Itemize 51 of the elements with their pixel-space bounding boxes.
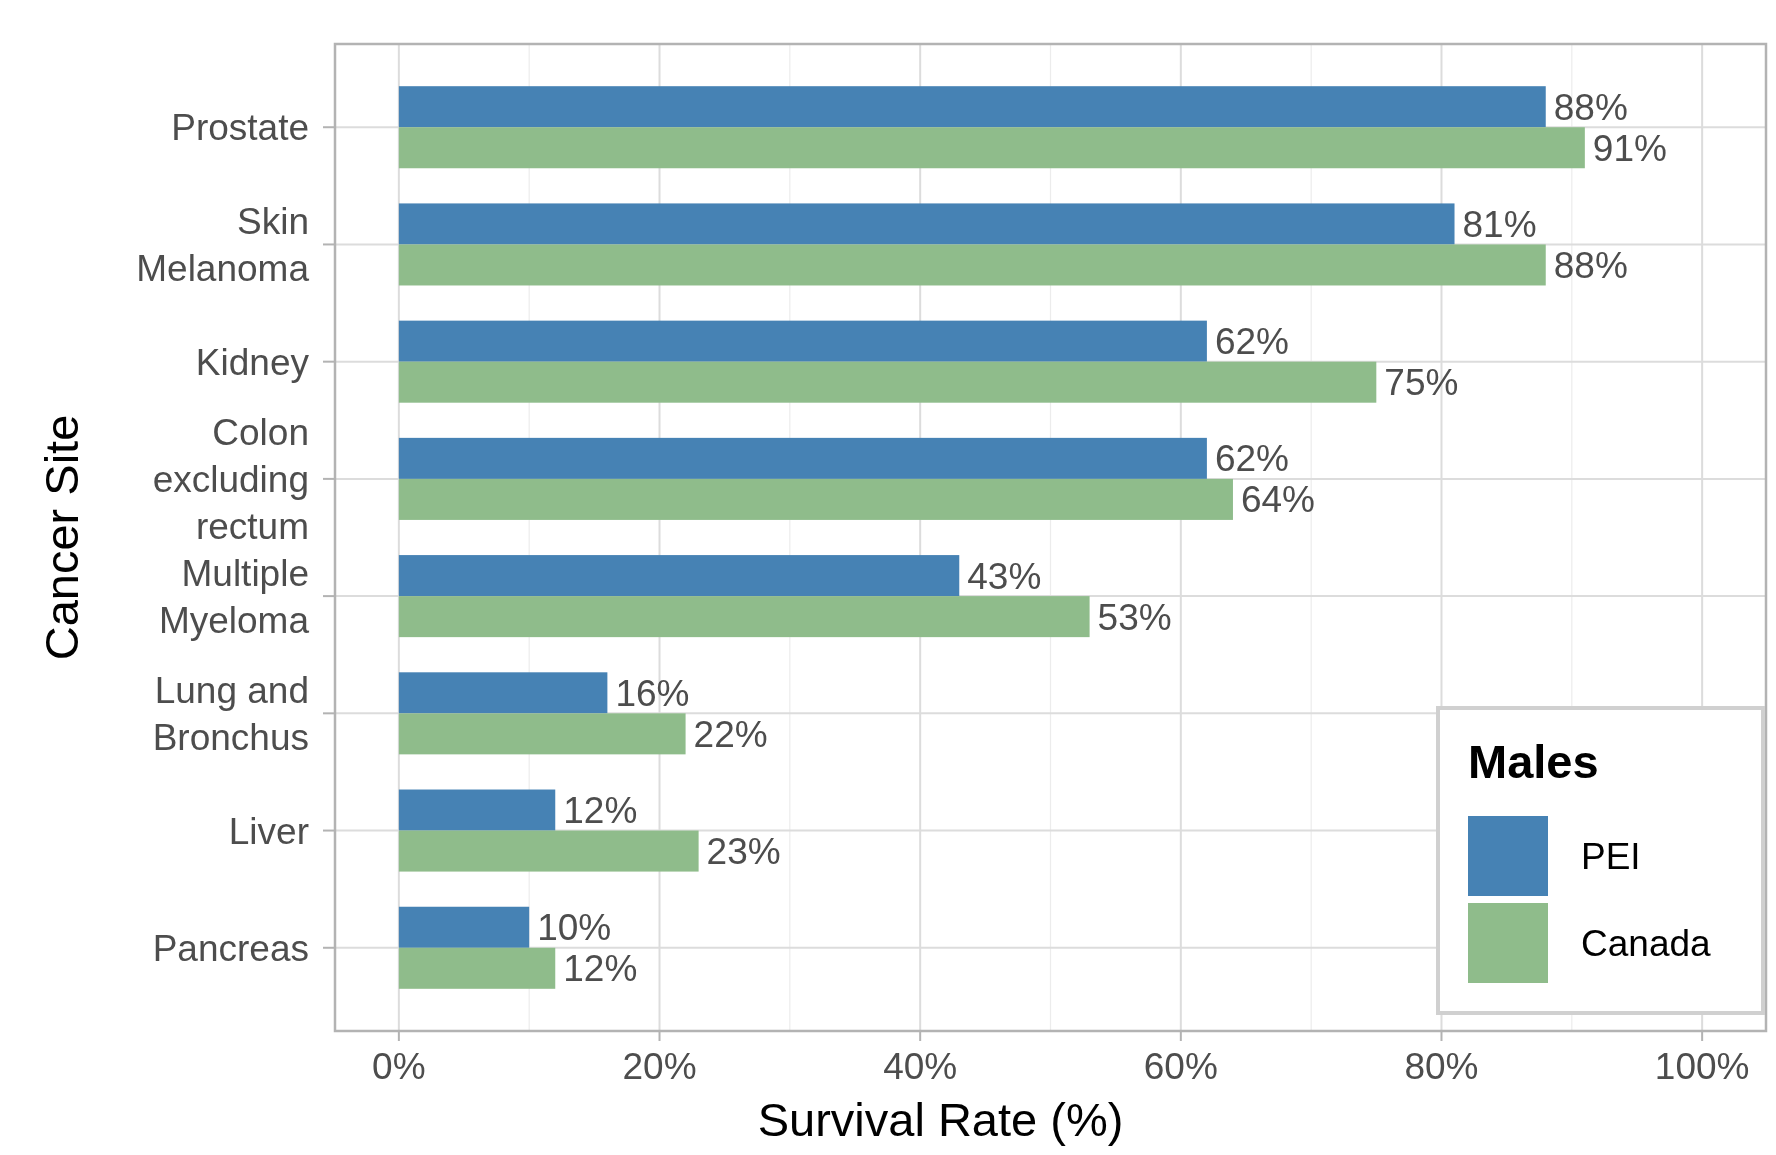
data-label: 88%	[1553, 86, 1628, 128]
bar	[398, 789, 556, 831]
legend-label: PEI	[1581, 835, 1641, 877]
data-label: 88%	[1553, 244, 1628, 286]
data-label: 10%	[537, 907, 612, 949]
x-tick-label: 80%	[1404, 1046, 1479, 1087]
data-label: 22%	[693, 713, 768, 755]
bar	[398, 672, 608, 714]
bar	[398, 320, 1207, 362]
y-tick-label: Skin Melanoma	[136, 200, 310, 289]
data-label: 53%	[1097, 596, 1172, 638]
bar	[398, 203, 1455, 245]
bar	[398, 361, 1377, 403]
bar	[398, 437, 1207, 479]
bar	[398, 947, 556, 989]
data-label: 64%	[1240, 479, 1316, 521]
y-axis-title: Cancer Site	[35, 414, 88, 661]
data-label: 23%	[706, 831, 781, 873]
data-label: 62%	[1214, 438, 1289, 480]
x-tick-label: 0%	[372, 1046, 426, 1087]
legend-label: Canada	[1581, 922, 1712, 964]
bar	[398, 244, 1546, 286]
bar	[398, 127, 1585, 169]
bar	[398, 596, 1090, 638]
data-label: 81%	[1462, 203, 1537, 245]
bar	[398, 478, 1233, 520]
y-tick-label: Kidney	[195, 341, 310, 383]
legend-title: Males	[1468, 735, 1599, 788]
data-label: 62%	[1214, 321, 1289, 363]
x-tick-label: 60%	[1143, 1046, 1218, 1087]
x-axis-title: Survival Rate (%)	[757, 1093, 1124, 1146]
data-label: 91%	[1592, 127, 1667, 169]
bar	[398, 906, 530, 948]
x-tick-label: 100%	[1654, 1046, 1750, 1087]
y-tick-label: Multiple Myeloma	[158, 552, 310, 641]
data-label: 75%	[1384, 362, 1459, 404]
bar	[398, 86, 1546, 128]
bar	[398, 713, 686, 755]
x-tick-label: 20%	[622, 1046, 697, 1087]
bar	[398, 830, 699, 872]
y-tick-label: Lung and Bronchus	[152, 669, 309, 758]
data-label: 12%	[563, 789, 638, 831]
y-tick-label: Prostate	[171, 107, 309, 149]
data-label: 43%	[967, 555, 1042, 597]
y-tick-label: Liver	[228, 810, 309, 852]
y-tick-label: Pancreas	[152, 927, 309, 969]
x-tick-label: 40%	[883, 1046, 958, 1087]
data-label: 16%	[615, 672, 690, 714]
data-label: 12%	[563, 948, 638, 990]
y-tick-label: Colon excluding rectum	[152, 411, 309, 547]
bar	[398, 555, 960, 597]
